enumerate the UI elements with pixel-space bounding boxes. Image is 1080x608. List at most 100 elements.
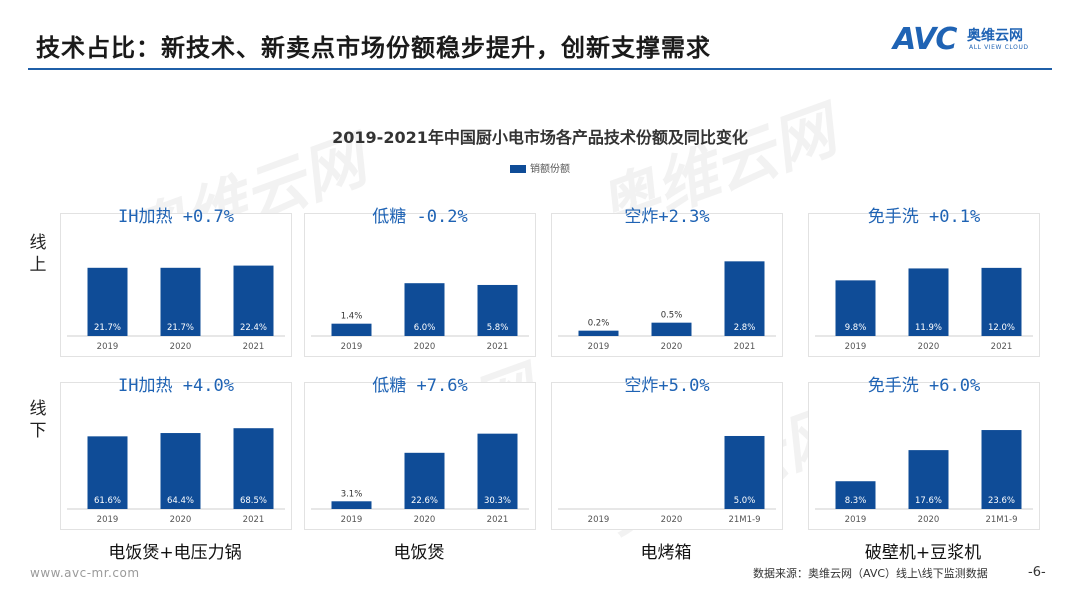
bar xyxy=(404,283,445,336)
panel-title: 低糖 -0.2% xyxy=(372,207,468,227)
bar xyxy=(724,261,765,336)
bar-chart: 21.7% 2019 21.7% 2020 22.4% 2021 xyxy=(67,265,285,352)
panel-title: IH加热 +0.7% xyxy=(118,207,234,227)
x-tick-label: 2021 xyxy=(734,342,756,352)
data-label: 1.4% xyxy=(341,312,363,322)
legend-swatch xyxy=(510,165,526,173)
bar xyxy=(160,433,201,509)
legend-label: 销额份额 xyxy=(530,164,570,175)
chart-panel-offline-lowsugar: 低糖 +7.6% 3.1% 2019 22.6% 2020 30.3% 2021 xyxy=(304,376,536,530)
x-tick-label: 2021 xyxy=(487,515,509,525)
x-tick-label: 2021 xyxy=(487,342,509,352)
bar xyxy=(160,267,201,336)
x-tick-label: 2019 xyxy=(845,515,867,525)
bar xyxy=(477,433,518,509)
bar-chart: 0.2% 2019 0.5% 2020 2.8% 2021 xyxy=(558,261,776,352)
data-label: 23.6% xyxy=(988,496,1015,506)
bar xyxy=(835,280,876,336)
x-tick-label: 2020 xyxy=(661,515,683,525)
row-label-online: 线上 xyxy=(29,233,47,275)
x-tick-label: 2020 xyxy=(414,515,436,525)
chart-panel-offline-freewash: 免手洗 +6.0% 8.3% 2019 17.6% 2020 23.6% 21M1-9 xyxy=(808,376,1040,530)
category-label-ricecooker-pressure: 电饭煲+电压力锅 xyxy=(108,543,242,563)
category-label-ricecooker: 电饭煲 xyxy=(393,543,445,563)
data-label: 2.8% xyxy=(734,323,756,333)
bar-chart: 8.3% 2019 17.6% 2020 23.6% 21M1-9 xyxy=(815,430,1033,525)
bar xyxy=(724,435,765,509)
bar xyxy=(233,428,274,509)
data-source-note: 数据来源：奥维云网（AVC）线上\线下监测数据 xyxy=(753,567,988,580)
bar xyxy=(908,268,949,336)
x-tick-label: 2020 xyxy=(918,515,940,525)
row-label-offline: 线下 xyxy=(29,399,47,441)
category-label-oven: 电烤箱 xyxy=(640,543,692,563)
data-label: 21.7% xyxy=(167,323,194,333)
panel-title: IH加热 +4.0% xyxy=(118,376,234,396)
bar xyxy=(233,265,274,336)
logo-cn-text: 奥维云网 xyxy=(967,28,1023,44)
x-tick-label: 2019 xyxy=(341,342,363,352)
bar-chart: 3.1% 2019 22.6% 2020 30.3% 2021 xyxy=(311,433,529,525)
page-title: 技术占比：新技术、新卖点市场份额稳步提升，创新支撑需求 xyxy=(36,34,711,62)
panel-title: 免手洗 +6.0% xyxy=(867,376,981,396)
category-label-blender-soymilk: 破壁机+豆浆机 xyxy=(864,543,982,563)
x-tick-label: 2020 xyxy=(918,342,940,352)
x-tick-label: 2019 xyxy=(845,342,867,352)
x-tick-label: 2021 xyxy=(991,342,1013,352)
bar xyxy=(87,267,128,336)
chart-legend: 销额份额 xyxy=(0,160,1080,175)
logo-en-text: ALL VIEW CLOUD xyxy=(969,44,1029,51)
chart-panel-offline-ih: IH加热 +4.0% 61.6% 2019 64.4% 2020 68.5% 2021 xyxy=(60,376,292,530)
data-label: 8.3% xyxy=(845,496,867,506)
chart-panel-online-airfry: 空炸+2.3% 0.2% 2019 0.5% 2020 2.8% 2021 xyxy=(551,207,783,357)
panel-title: 免手洗 +0.1% xyxy=(867,207,981,227)
x-tick-label: 2020 xyxy=(170,515,192,525)
x-tick-label: 2019 xyxy=(341,515,363,525)
x-tick-label: 2019 xyxy=(97,515,119,525)
data-label: 22.4% xyxy=(240,323,267,333)
chart-title: 2019-2021年中国厨小电市场各产品技术份额及同比变化 xyxy=(332,128,748,147)
x-tick-label: 2019 xyxy=(588,515,610,525)
data-label: 68.5% xyxy=(240,496,267,506)
x-tick-label: 21M1-9 xyxy=(728,515,760,525)
bar-chart: 1.4% 2019 6.0% 2020 5.8% 2021 xyxy=(311,283,529,352)
data-label: 30.3% xyxy=(484,496,511,506)
bar xyxy=(404,452,445,509)
page-number: -6- xyxy=(1028,565,1046,580)
chart-panel-offline-airfry: 空炸+5.0% 2019 2020 5.0% 21M1-9 xyxy=(551,376,783,530)
data-label: 61.6% xyxy=(94,496,121,506)
data-label: 21.7% xyxy=(94,323,121,333)
chart-panel-online-freewash: 免手洗 +0.1% 9.8% 2019 11.9% 2020 12.0% 2021 xyxy=(808,207,1040,357)
data-label: 64.4% xyxy=(167,496,194,506)
chart-panel-online-ih: IH加热 +0.7% 21.7% 2019 21.7% 2020 22.4% 2021 xyxy=(60,207,292,357)
header-divider xyxy=(28,68,1052,70)
data-label: 3.1% xyxy=(341,489,363,499)
x-tick-label: 2020 xyxy=(661,342,683,352)
bar-chart: 9.8% 2019 11.9% 2020 12.0% 2021 xyxy=(815,267,1033,352)
data-label: 0.5% xyxy=(661,311,683,321)
bar xyxy=(331,501,372,509)
x-tick-label: 21M1-9 xyxy=(985,515,1017,525)
panel-title: 低糖 +7.6% xyxy=(372,376,468,396)
bar xyxy=(835,481,876,509)
panel-title: 空炸+5.0% xyxy=(624,376,710,396)
bar xyxy=(331,323,372,336)
x-tick-label: 2019 xyxy=(588,342,610,352)
panel-title: 空炸+2.3% xyxy=(624,207,710,227)
data-label: 6.0% xyxy=(414,323,436,333)
footer-url: www.avc-mr.com xyxy=(30,566,140,580)
x-tick-label: 2020 xyxy=(170,342,192,352)
logo-avc-text: AVC xyxy=(893,22,957,57)
bar xyxy=(651,322,692,336)
bar xyxy=(578,330,619,336)
bar xyxy=(87,436,128,509)
data-label: 11.9% xyxy=(915,323,942,333)
x-tick-label: 2021 xyxy=(243,342,265,352)
chart-panel-online-lowsugar: 低糖 -0.2% 1.4% 2019 6.0% 2020 5.8% 2021 xyxy=(304,207,536,357)
data-label: 9.8% xyxy=(845,323,867,333)
bar xyxy=(981,267,1022,336)
x-tick-label: 2021 xyxy=(243,515,265,525)
avc-logo: AVC 奥维云网 ALL VIEW CLOUD xyxy=(893,22,1053,57)
data-label: 22.6% xyxy=(411,496,438,506)
bar xyxy=(477,284,518,336)
